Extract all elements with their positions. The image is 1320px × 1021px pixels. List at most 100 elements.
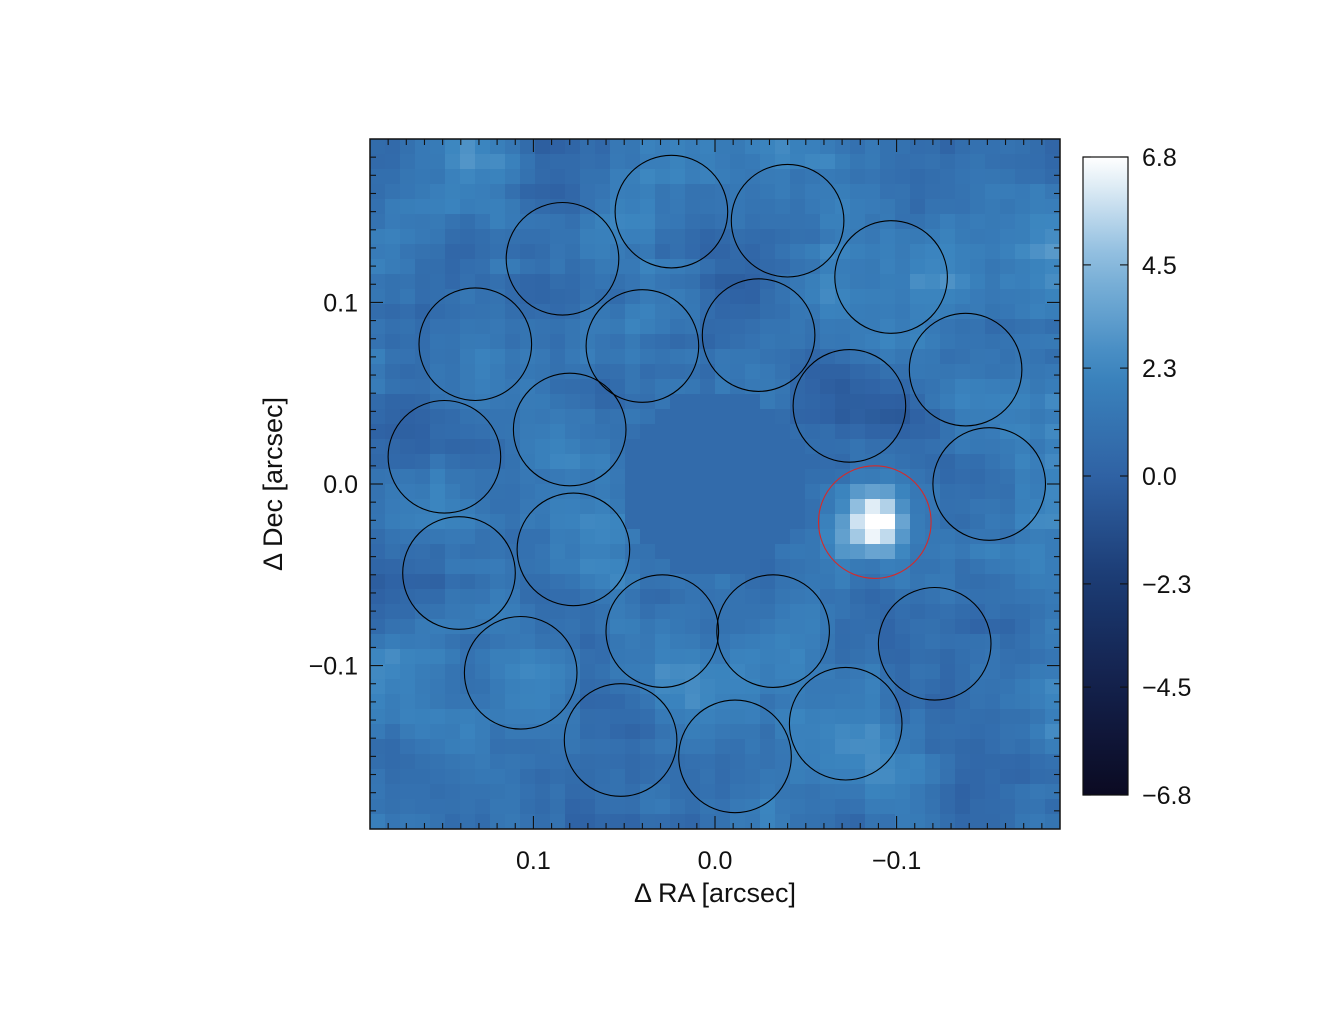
heatmap-cell	[460, 679, 476, 695]
heatmap-cell	[850, 274, 866, 290]
heatmap-cell	[745, 364, 761, 380]
heatmap-cell	[640, 289, 656, 305]
heatmap-cell	[925, 634, 941, 650]
heatmap-cell	[505, 664, 521, 680]
heatmap-cell	[745, 439, 761, 455]
heatmap-cell	[520, 544, 536, 560]
heatmap-cell	[925, 589, 941, 605]
heatmap-cell	[550, 319, 566, 335]
heatmap-cell	[865, 664, 881, 680]
heatmap-cell	[370, 724, 386, 740]
heatmap-cell	[775, 394, 791, 410]
heatmap-cell	[805, 709, 821, 725]
heatmap-cell	[775, 229, 791, 245]
heatmap-cell	[535, 364, 551, 380]
heatmap-cell	[520, 334, 536, 350]
heatmap-cell	[850, 214, 866, 230]
heatmap-cell	[505, 739, 521, 755]
heatmap-cell	[1030, 574, 1046, 590]
heatmap-cell	[400, 364, 416, 380]
heatmap-cell	[970, 244, 986, 260]
heatmap-cell	[370, 754, 386, 770]
heatmap-cell	[850, 469, 866, 485]
heatmap-cell	[865, 499, 881, 515]
heatmap-cell	[655, 379, 671, 395]
heatmap-cell	[805, 799, 821, 815]
heatmap-cell	[490, 529, 506, 545]
heatmap-cell	[430, 514, 446, 530]
heatmap-cell	[370, 184, 386, 200]
heatmap-cell	[790, 289, 806, 305]
heatmap-cell	[730, 574, 746, 590]
heatmap-cell	[790, 604, 806, 620]
heatmap-cell	[925, 424, 941, 440]
heatmap-cell	[430, 529, 446, 545]
heatmap-cell	[520, 739, 536, 755]
heatmap-cell	[520, 259, 536, 275]
heatmap-cell	[595, 334, 611, 350]
heatmap-cell	[970, 574, 986, 590]
heatmap-cell	[505, 214, 521, 230]
heatmap-cell	[745, 619, 761, 635]
heatmap-cell	[535, 289, 551, 305]
heatmap-cell	[685, 604, 701, 620]
heatmap-cell	[430, 154, 446, 170]
heatmap-cell	[970, 364, 986, 380]
heatmap-cell	[535, 574, 551, 590]
heatmap-cell	[550, 664, 566, 680]
heatmap-cell	[460, 199, 476, 215]
heatmap-cell	[370, 454, 386, 470]
heatmap-cell	[430, 694, 446, 710]
heatmap-cell	[760, 559, 776, 575]
heatmap-cell	[775, 634, 791, 650]
heatmap-cell	[640, 259, 656, 275]
heatmap-cell	[805, 259, 821, 275]
heatmap-cell	[715, 259, 731, 275]
heatmap-cell	[430, 634, 446, 650]
heatmap-cell	[775, 739, 791, 755]
heatmap-cell	[730, 679, 746, 695]
heatmap-cell	[820, 814, 836, 829]
heatmap-cell	[430, 214, 446, 230]
heatmap-cell	[835, 199, 851, 215]
heatmap-cell	[685, 724, 701, 740]
heatmap-cell	[370, 439, 386, 455]
heatmap-cell	[535, 634, 551, 650]
heatmap-cell	[865, 199, 881, 215]
heatmap-cell	[865, 364, 881, 380]
heatmap-cell	[445, 244, 461, 260]
heatmap-cell	[655, 784, 671, 800]
heatmap-cell	[700, 679, 716, 695]
heatmap-cell	[820, 694, 836, 710]
heatmap-cell	[610, 799, 626, 815]
heatmap-cell	[505, 244, 521, 260]
y-tick-label: −0.1	[309, 653, 358, 681]
heatmap-cell	[400, 154, 416, 170]
heatmap-cell	[445, 229, 461, 245]
heatmap-cell	[490, 814, 506, 829]
heatmap-cell	[880, 454, 896, 470]
heatmap-cell	[430, 724, 446, 740]
heatmap-cell	[415, 739, 431, 755]
heatmap-cell	[490, 169, 506, 185]
heatmap-cell	[865, 289, 881, 305]
heatmap-cell	[1015, 379, 1031, 395]
heatmap-cell	[865, 529, 881, 545]
heatmap-cell	[970, 184, 986, 200]
heatmap-cell	[925, 544, 941, 560]
heatmap-cell	[640, 739, 656, 755]
heatmap-cell	[745, 199, 761, 215]
heatmap-cell	[880, 229, 896, 245]
heatmap-cell	[745, 739, 761, 755]
heatmap-cell	[955, 799, 971, 815]
heatmap-cell	[910, 484, 926, 500]
heatmap-cell	[430, 364, 446, 380]
heatmap-cell	[535, 514, 551, 530]
heatmap-cell	[970, 349, 986, 365]
heatmap-cell	[595, 199, 611, 215]
heatmap-cell	[535, 559, 551, 575]
heatmap-cell	[475, 394, 491, 410]
heatmap-cell	[520, 364, 536, 380]
heatmap-cell	[1030, 289, 1046, 305]
heatmap-cell	[775, 589, 791, 605]
